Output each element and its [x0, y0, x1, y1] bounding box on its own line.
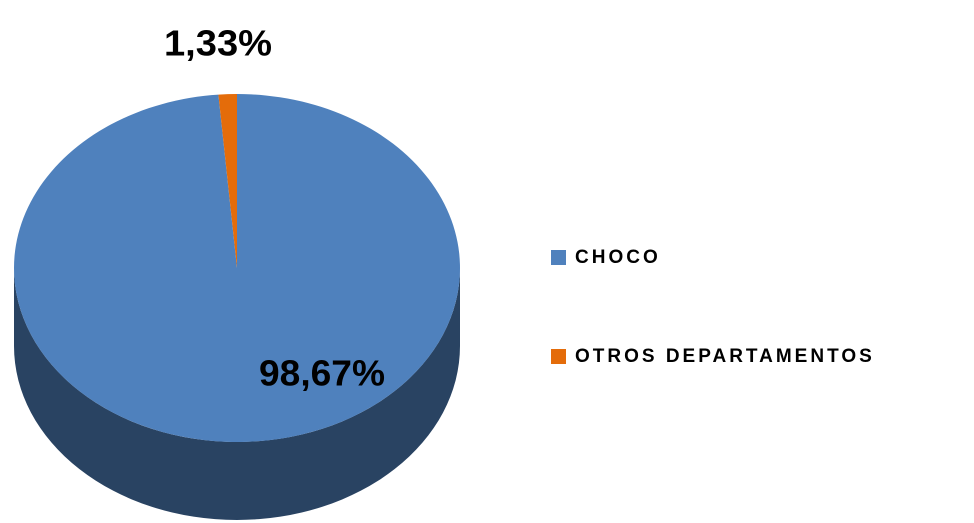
legend-swatch [551, 250, 566, 265]
pie-slice [14, 93, 461, 442]
data-label: 98,67% [259, 353, 385, 394]
pie-slice [218, 94, 237, 268]
legend-swatch [551, 349, 566, 364]
data-label: 1,33% [164, 23, 272, 64]
legend-label: OTROS DEPARTAMENTOS [575, 346, 875, 367]
legend-label: CHOCO [575, 247, 661, 268]
pie-side [14, 268, 460, 520]
